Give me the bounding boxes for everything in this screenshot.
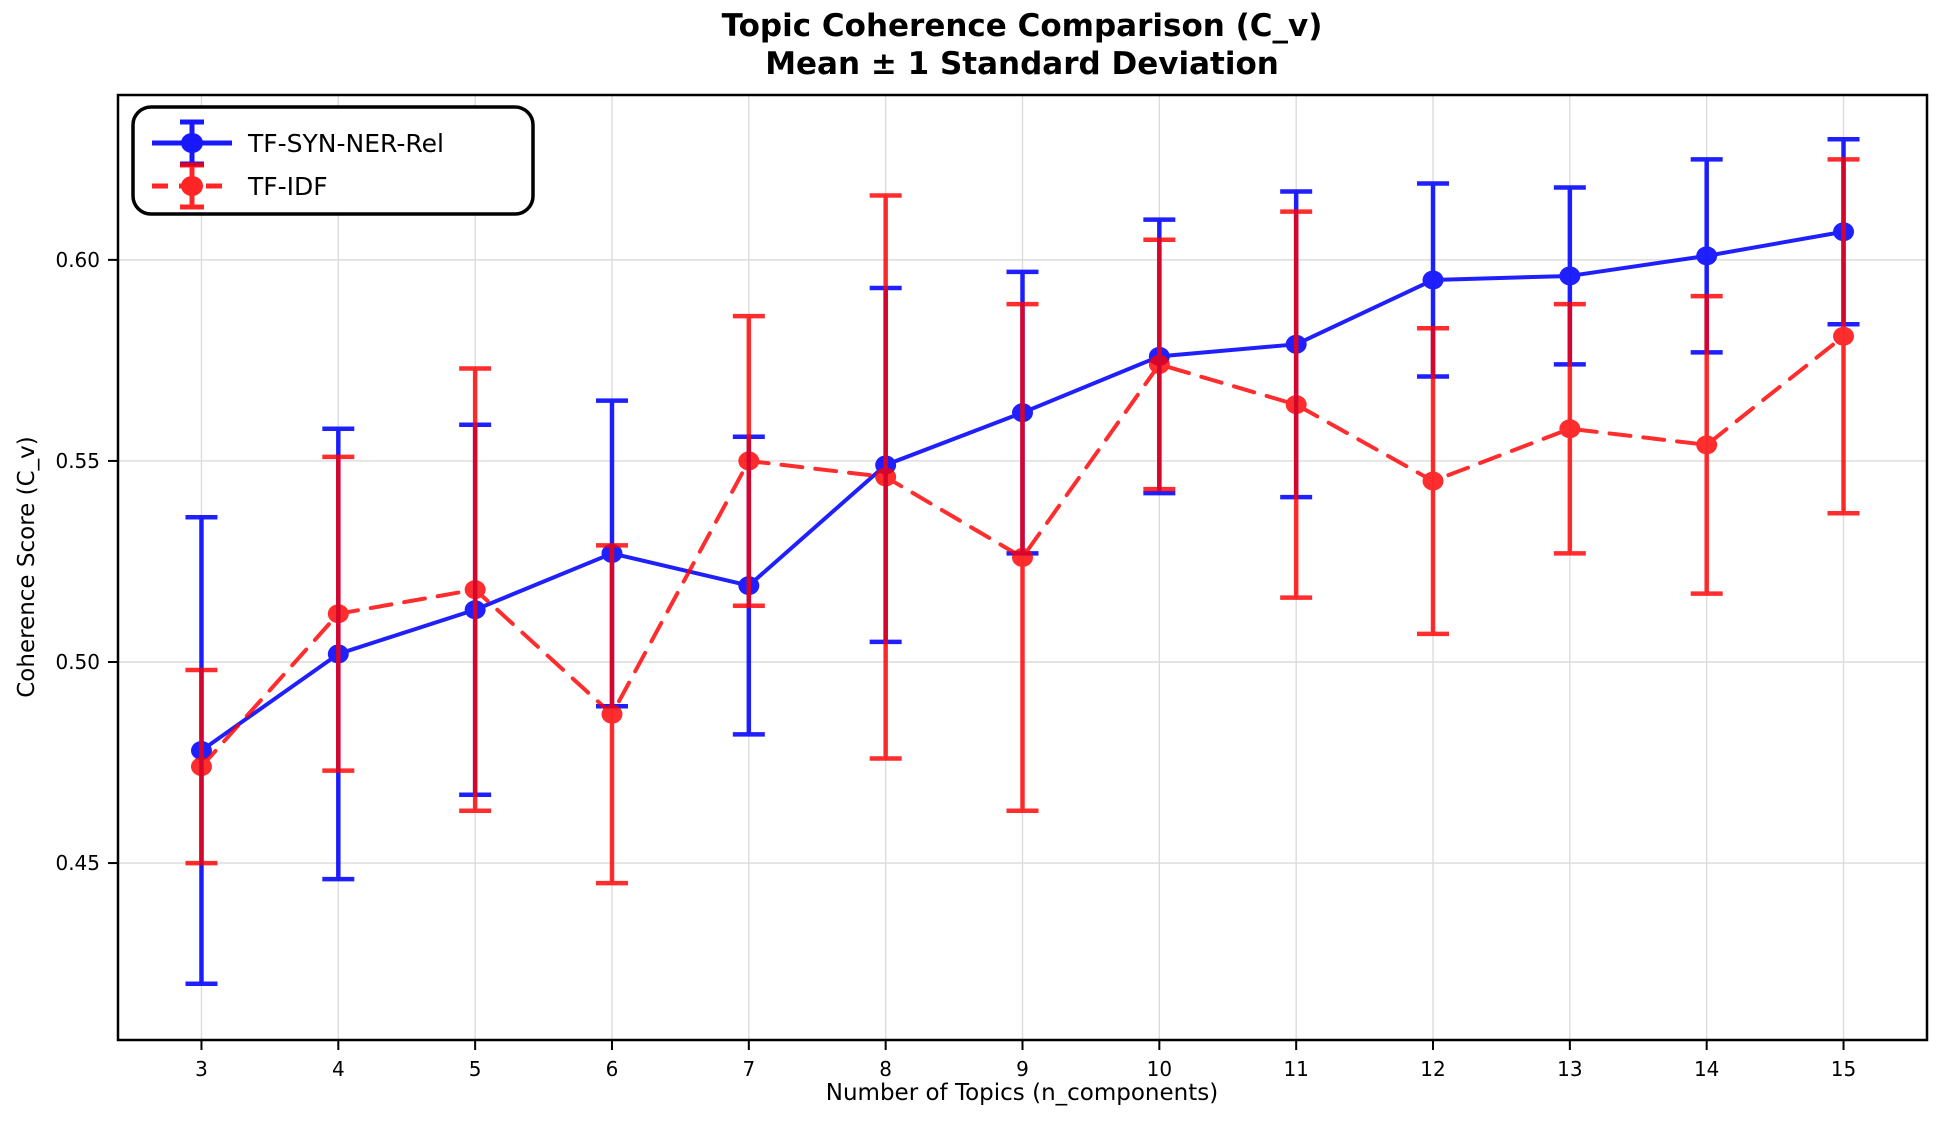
legend-border <box>131 105 535 216</box>
y-tick-label: 0.50 <box>55 650 100 674</box>
x-tick-label: 14 <box>1694 1057 1719 1081</box>
data-series <box>185 136 1860 986</box>
legend-box: TF-SYN-NER-Rel TF-IDF <box>131 105 535 216</box>
x-tick-label: 12 <box>1420 1057 1445 1081</box>
x-axis-label: Number of Topics (n_components) <box>826 1080 1218 1106</box>
x-tick-label: 7 <box>742 1057 755 1081</box>
x-tick-label: 9 <box>1016 1057 1029 1081</box>
y-tick-label: 0.55 <box>55 449 100 473</box>
legend-glyph-tf-idf <box>152 162 232 210</box>
data-point-marker <box>327 604 349 624</box>
data-point-marker <box>1696 246 1718 266</box>
chart-subtitle: Mean ± 1 Standard Deviation <box>765 46 1279 82</box>
y-tick-label: 0.45 <box>55 851 100 875</box>
legend-label-tf-idf: TF-IDF <box>247 172 328 201</box>
chart-title: Topic Coherence Comparison (C_v) <box>722 8 1323 44</box>
data-point-marker <box>1148 354 1170 374</box>
x-tick-label: 4 <box>332 1057 345 1081</box>
data-point-marker <box>1422 270 1444 290</box>
data-point-marker <box>738 451 760 471</box>
data-point-marker <box>464 580 486 600</box>
data-point-marker <box>1559 419 1581 439</box>
data-point-marker <box>1012 547 1033 567</box>
data-point-marker <box>190 757 212 777</box>
x-tick-label: 6 <box>606 1057 619 1081</box>
x-tick-label: 13 <box>1557 1057 1582 1081</box>
x-tick-label: 5 <box>469 1057 482 1081</box>
x-tick-label: 8 <box>879 1057 892 1081</box>
x-tick-label: 11 <box>1283 1057 1308 1081</box>
x-tick-label: 3 <box>195 1057 208 1081</box>
series-TF-IDF <box>185 157 1860 886</box>
y-tick-label: 0.60 <box>55 248 100 272</box>
data-point-marker <box>601 704 623 724</box>
data-point-marker <box>1422 471 1444 491</box>
data-point-marker <box>1559 266 1581 286</box>
data-point-marker <box>1285 395 1307 415</box>
data-point-marker <box>875 467 897 487</box>
data-point-marker <box>1833 326 1855 346</box>
axis-ticks: 3 4 5 6 7 8 9 10 11 12 13 14 15 0.45 0.50 0.55 0.60 <box>55 248 1856 1081</box>
x-tick-label: 10 <box>1147 1057 1172 1081</box>
data-point-marker <box>1696 435 1718 455</box>
legend-label-tf-syn-ner-rel: TF-SYN-NER-Rel <box>247 129 444 158</box>
y-axis-label: Coherence Score (C_v) <box>14 436 40 698</box>
x-tick-label: 15 <box>1831 1057 1856 1081</box>
